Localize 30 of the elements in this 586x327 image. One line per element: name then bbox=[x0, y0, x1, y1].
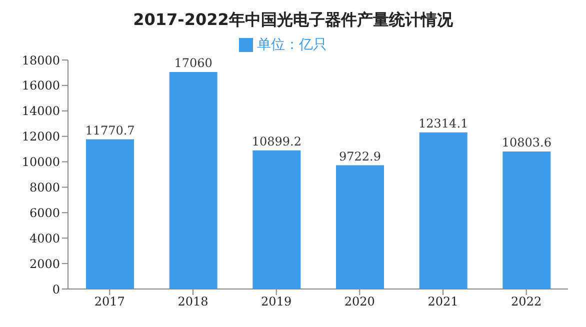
y-tick-label: 12000 bbox=[22, 130, 60, 144]
bar bbox=[502, 152, 551, 289]
bar bbox=[419, 132, 468, 289]
legend-label: 单位：亿只 bbox=[257, 37, 327, 53]
y-tick-label: 0 bbox=[52, 282, 60, 296]
y-tick-label: 18000 bbox=[22, 53, 60, 68]
bar bbox=[336, 165, 384, 289]
data-label: 10803.6 bbox=[502, 136, 552, 150]
data-label: 9722.9 bbox=[339, 149, 381, 164]
x-tick-label: 2017 bbox=[94, 294, 125, 309]
y-tick-label: 4000 bbox=[29, 231, 60, 246]
x-tick-label: 2022 bbox=[511, 294, 542, 309]
bar bbox=[252, 150, 301, 289]
y-tick-label: 16000 bbox=[22, 78, 60, 93]
data-label: 17060 bbox=[174, 56, 212, 70]
data-label: 12314.1 bbox=[418, 116, 468, 130]
chart-title: 2017-2022年中国光电子器件产量统计情况 bbox=[132, 9, 454, 31]
y-tick-label: 8000 bbox=[29, 180, 60, 194]
bar bbox=[169, 72, 218, 289]
data-label: 11770.7 bbox=[85, 123, 135, 138]
x-tick-label: 2020 bbox=[344, 294, 375, 309]
x-tick-label: 2021 bbox=[428, 294, 458, 309]
bar bbox=[86, 139, 134, 289]
y-tick-label: 6000 bbox=[29, 206, 60, 220]
x-tick-label: 2018 bbox=[178, 294, 208, 309]
y-tick-label: 10000 bbox=[22, 155, 60, 170]
y-tick-label: 14000 bbox=[22, 104, 60, 118]
data-label: 10899.2 bbox=[252, 134, 302, 148]
y-tick-label: 2000 bbox=[29, 256, 60, 271]
x-tick-label: 2019 bbox=[261, 294, 292, 309]
